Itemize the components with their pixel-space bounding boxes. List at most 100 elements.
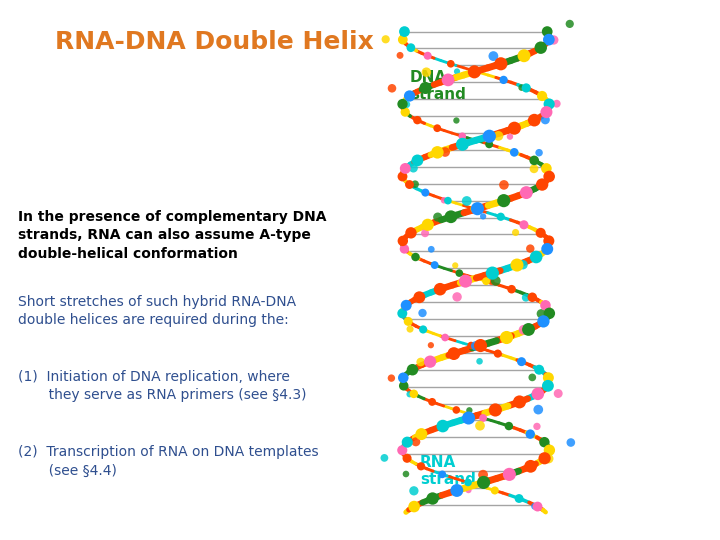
Point bbox=[525, 462, 536, 471]
Point bbox=[419, 229, 431, 238]
Point bbox=[401, 100, 413, 109]
Point bbox=[485, 277, 497, 286]
Point bbox=[404, 390, 415, 399]
Point bbox=[427, 494, 438, 503]
Point bbox=[503, 422, 515, 430]
Point bbox=[415, 462, 427, 471]
Point bbox=[422, 51, 433, 60]
Point bbox=[456, 140, 468, 149]
Point bbox=[410, 437, 422, 446]
Point bbox=[448, 349, 459, 358]
Point bbox=[536, 180, 548, 189]
Point bbox=[521, 84, 532, 92]
Point bbox=[397, 309, 408, 318]
Point bbox=[472, 204, 483, 213]
Point bbox=[451, 293, 463, 301]
Point bbox=[434, 285, 446, 294]
Point bbox=[484, 132, 495, 140]
Point bbox=[379, 454, 390, 462]
Point bbox=[543, 374, 554, 382]
Point bbox=[469, 204, 480, 213]
Point bbox=[544, 309, 555, 318]
Point bbox=[420, 188, 431, 197]
Point bbox=[543, 237, 554, 245]
Point bbox=[445, 59, 456, 68]
Point bbox=[539, 116, 551, 124]
Point bbox=[504, 132, 516, 141]
Point bbox=[531, 422, 543, 431]
Point bbox=[551, 99, 562, 108]
Point bbox=[503, 470, 515, 478]
Point bbox=[463, 414, 474, 422]
Point bbox=[506, 285, 518, 294]
Point bbox=[404, 92, 415, 100]
Point bbox=[436, 470, 448, 478]
Point bbox=[542, 381, 554, 390]
Point bbox=[402, 438, 413, 447]
Text: Short stretches of such hybrid RNA-DNA
double helices are required during the:: Short stretches of such hybrid RNA-DNA d… bbox=[18, 295, 296, 327]
Point bbox=[523, 325, 534, 334]
Point bbox=[431, 124, 443, 132]
Point bbox=[462, 478, 474, 487]
Point bbox=[469, 68, 480, 76]
Point bbox=[426, 397, 438, 406]
Point bbox=[461, 197, 472, 205]
Point bbox=[424, 357, 436, 366]
Point bbox=[456, 132, 468, 140]
Point bbox=[408, 502, 420, 511]
Point bbox=[536, 309, 547, 318]
Point bbox=[404, 180, 415, 189]
Point bbox=[474, 341, 486, 350]
Point bbox=[541, 27, 553, 36]
Text: DNA
strand: DNA strand bbox=[410, 70, 466, 103]
Point bbox=[463, 486, 474, 495]
Point bbox=[431, 148, 443, 157]
Point bbox=[511, 261, 523, 269]
Point bbox=[465, 341, 477, 350]
Point bbox=[437, 422, 449, 430]
Point bbox=[477, 212, 489, 221]
Point bbox=[397, 100, 408, 109]
Point bbox=[397, 237, 408, 245]
Point bbox=[386, 374, 397, 382]
Point bbox=[400, 470, 412, 478]
Point bbox=[405, 43, 417, 52]
Point bbox=[510, 228, 521, 237]
Point bbox=[539, 454, 550, 463]
Point bbox=[401, 454, 413, 463]
Point bbox=[412, 156, 423, 165]
Point bbox=[564, 19, 575, 28]
Point bbox=[518, 51, 530, 60]
Text: RNA
strand: RNA strand bbox=[420, 455, 476, 488]
Point bbox=[438, 196, 450, 205]
Point bbox=[533, 406, 544, 414]
Point bbox=[460, 277, 472, 286]
Point bbox=[399, 245, 410, 253]
Text: RNA-DNA Double Helix: RNA-DNA Double Helix bbox=[55, 30, 374, 54]
Point bbox=[413, 293, 425, 301]
Point bbox=[415, 357, 426, 366]
Point bbox=[520, 293, 531, 302]
Point bbox=[541, 245, 553, 253]
Point bbox=[487, 269, 498, 278]
Point bbox=[524, 244, 536, 253]
Point bbox=[532, 502, 544, 511]
Point bbox=[543, 35, 554, 44]
Point bbox=[501, 333, 513, 342]
Point bbox=[426, 245, 437, 254]
Point bbox=[518, 326, 529, 334]
Point bbox=[565, 438, 577, 447]
Point bbox=[541, 164, 552, 173]
Point bbox=[407, 366, 418, 374]
Point bbox=[420, 84, 431, 92]
Point bbox=[543, 454, 554, 463]
Point bbox=[397, 374, 409, 382]
Point bbox=[538, 317, 549, 326]
Point bbox=[539, 438, 550, 447]
Point bbox=[516, 83, 528, 92]
Point bbox=[418, 325, 429, 334]
Point bbox=[508, 148, 520, 157]
Point bbox=[417, 309, 428, 318]
Point bbox=[412, 116, 423, 124]
Point bbox=[532, 389, 544, 398]
